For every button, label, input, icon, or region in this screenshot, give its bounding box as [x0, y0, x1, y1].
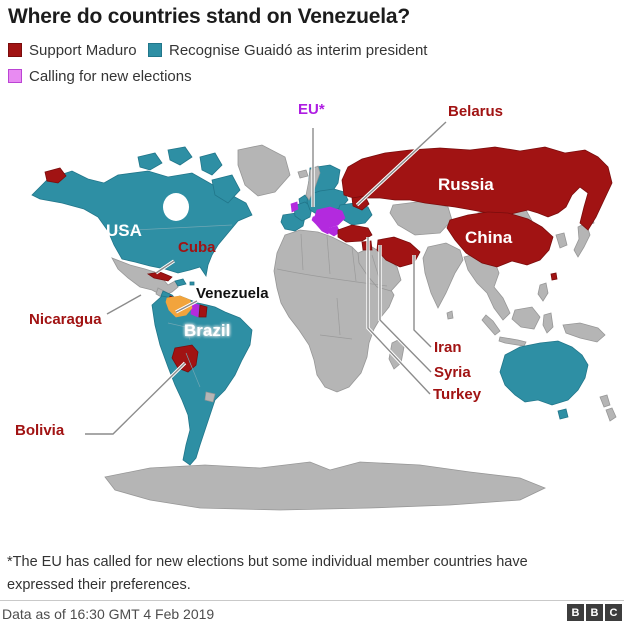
label-cuba: Cuba [178, 239, 216, 256]
elections-landmasses [190, 201, 346, 318]
leader-venezuela [175, 300, 198, 313]
label-iran: Iran [434, 339, 462, 356]
legend-item-maduro: Support Maduro [8, 40, 137, 60]
legend: Support Maduro Recognise Guaidó as inter… [0, 36, 624, 92]
leader-iran [413, 255, 432, 348]
island-java [498, 336, 527, 347]
world-map-svg [31, 120, 617, 511]
page-title: Where do countries stand on Venezuela? [8, 5, 410, 28]
footnote-line-2: expressed their preferences. [7, 577, 191, 593]
bbc-letter: C [609, 606, 618, 619]
country-philippines [537, 282, 549, 302]
region-usa-canada [31, 170, 253, 278]
country-ireland [290, 201, 299, 213]
region-chukotka [44, 167, 67, 184]
legend-item-guaido: Recognise Guaidó as interim president [148, 40, 427, 60]
footnote-line-1: *The EU has called for new elections but… [7, 554, 528, 570]
country-guyana [190, 302, 200, 318]
country-italy [311, 214, 331, 235]
leader-cuba [155, 260, 175, 274]
footer: Data as of 16:30 GMT 4 Feb 2019 B B C [0, 602, 624, 624]
country-new-zealand [599, 394, 617, 422]
internal-borders-teal [113, 224, 233, 388]
label-nicaragua: Nicaragua [29, 311, 102, 328]
country-mexico [111, 257, 179, 297]
leader-syria [379, 245, 432, 373]
label-usa: USA [106, 221, 142, 240]
country-venezuela [165, 295, 193, 318]
legend-item-elections: Calling for new elections [8, 66, 192, 86]
island-tasmania [557, 408, 569, 420]
baffin-island [211, 174, 241, 204]
bbc-letter: B [590, 606, 599, 619]
region-south-america [151, 295, 253, 466]
label-belarus: Belarus [448, 103, 504, 120]
island-new-guinea [562, 322, 606, 343]
label-russia: Russia [438, 175, 494, 194]
elections-swatch [8, 69, 22, 83]
bbc-logo: B B C [567, 604, 622, 621]
label-venezuela: Venezuela [196, 285, 269, 302]
country-bolivia [171, 344, 199, 373]
island-hispaniola [174, 278, 187, 287]
island-borneo [511, 306, 541, 330]
island-sulawesi [542, 312, 554, 334]
arctic-islands [137, 146, 223, 176]
country-south-korea [555, 232, 568, 249]
country-australia [499, 340, 589, 406]
country-iceland [297, 169, 309, 179]
footer-divider [0, 600, 624, 601]
source-note: Data as of 16:30 GMT 4 Feb 2019 [2, 606, 215, 622]
country-kazakhstan [389, 200, 453, 236]
country-india [422, 242, 464, 309]
country-russia [341, 146, 613, 231]
country-uruguay [204, 391, 216, 403]
island-sumatra [481, 314, 501, 336]
country-greece [328, 225, 341, 237]
legend-label: Calling for new elections [29, 67, 192, 85]
country-greenland [237, 144, 291, 197]
label-eu: EU* [298, 101, 325, 118]
guaido-swatch [148, 43, 162, 57]
hudson-bay [163, 193, 189, 221]
maduro-swatch [8, 43, 22, 57]
world-map: EU* Belarus Russia China USA Cuba Venezu… [0, 95, 624, 540]
country-antarctica [104, 461, 546, 511]
bbc-logo-box: B [586, 604, 603, 621]
leader-nicaragua [106, 294, 142, 315]
island-taiwan [550, 272, 558, 281]
legend-label: Support Maduro [29, 41, 137, 59]
bbc-letter: B [571, 606, 580, 619]
label-turkey: Turkey [433, 386, 482, 403]
leader-turkey [367, 237, 431, 395]
footnote: *The EU has called for new elections but… [7, 551, 528, 597]
bbc-logo-box: B [567, 604, 584, 621]
leader-lines [85, 121, 447, 435]
label-bolivia: Bolivia [15, 422, 65, 439]
country-france [293, 201, 313, 222]
label-brazil: Brazil [184, 321, 231, 340]
internal-borders-gray [276, 233, 388, 340]
label-china: China [465, 228, 513, 247]
country-china [446, 211, 554, 268]
island-puerto-rico [189, 281, 195, 286]
leader-belarus [356, 121, 447, 206]
country-suriname [198, 304, 208, 318]
guaido-landmasses [31, 146, 589, 466]
label-syria: Syria [434, 364, 471, 381]
legend-label: Recognise Guaidó as interim president [169, 41, 428, 59]
leader-bolivia [85, 362, 186, 435]
country-sri-lanka [446, 310, 454, 320]
bbc-logo-box: C [605, 604, 622, 621]
